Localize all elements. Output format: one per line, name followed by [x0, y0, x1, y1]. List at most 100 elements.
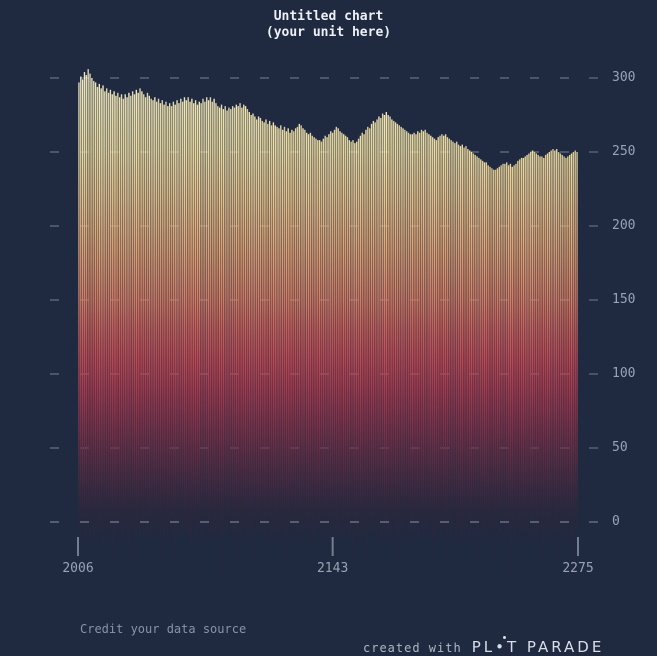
bar [487, 165, 489, 540]
bar [196, 104, 199, 545]
bar [570, 153, 573, 574]
bar [418, 132, 421, 586]
bar [235, 104, 238, 562]
bar [180, 98, 182, 540]
y-axis-label: 200 [612, 218, 636, 233]
bar [400, 126, 402, 528]
bar [159, 103, 162, 567]
bar [85, 75, 88, 545]
bar [485, 162, 488, 531]
bar [574, 150, 576, 542]
bar [496, 168, 499, 539]
bar [294, 128, 297, 530]
bar [370, 123, 373, 536]
bar [556, 149, 558, 536]
bar [126, 97, 128, 539]
chart-subtitle: (your unit here) [265, 25, 392, 40]
bar [133, 94, 136, 534]
bar [576, 152, 578, 527]
bar [204, 101, 206, 565]
bar [307, 134, 310, 545]
bar [528, 153, 530, 536]
bar [402, 128, 404, 540]
bar [480, 159, 482, 530]
bar [100, 88, 102, 531]
bar [117, 92, 119, 540]
bar [502, 163, 504, 527]
bar [270, 125, 273, 545]
bar [157, 98, 160, 536]
bar [406, 131, 408, 530]
bar [341, 132, 343, 528]
bar [220, 104, 223, 574]
bar [194, 100, 197, 536]
bar [389, 116, 391, 542]
bar [559, 153, 562, 531]
bar [441, 134, 443, 534]
bars-group [78, 69, 578, 588]
bar [557, 152, 560, 562]
bar [326, 137, 328, 528]
bar [156, 101, 158, 528]
plot-parade-logo[interactable]: created with PL•T PARADE [363, 636, 604, 656]
bar [178, 103, 180, 528]
bar [146, 92, 149, 530]
bar [150, 98, 152, 533]
bar [268, 120, 271, 536]
bar [94, 82, 97, 527]
bar [424, 129, 426, 533]
chart-title-block: Untitled chart (your unit here) [0, 9, 657, 41]
bar [422, 131, 425, 539]
bar [346, 137, 349, 530]
y-axis-label: 150 [612, 292, 636, 307]
bar [352, 140, 354, 542]
bar [439, 135, 441, 540]
bar [437, 137, 439, 528]
bar [259, 117, 262, 536]
bar [472, 153, 475, 537]
bar [454, 143, 456, 536]
bar [278, 128, 280, 542]
bar [561, 154, 563, 540]
x-axis-label: 2006 [62, 561, 94, 576]
bar [491, 168, 493, 536]
bar [135, 89, 138, 577]
bar [465, 146, 467, 527]
bar [513, 165, 515, 540]
bar [531, 150, 534, 530]
bar [191, 98, 193, 540]
bar [163, 104, 165, 539]
bar [320, 141, 323, 543]
x-axis-label: 2275 [562, 561, 594, 576]
bar [124, 94, 126, 530]
bar [428, 134, 430, 527]
bar [250, 115, 252, 580]
bar [387, 115, 389, 533]
bar [254, 116, 256, 540]
bar [309, 132, 312, 530]
bar [450, 140, 452, 540]
bar [183, 97, 186, 530]
bar [554, 150, 556, 530]
bar [431, 137, 434, 543]
bar [433, 138, 436, 562]
bar [426, 132, 428, 542]
bar [456, 141, 458, 545]
bar [498, 166, 500, 533]
bar [333, 129, 336, 536]
bar [302, 128, 304, 540]
bar [526, 154, 528, 528]
bar [376, 119, 378, 540]
bar [446, 137, 449, 573]
bar [91, 78, 93, 573]
bar [241, 107, 243, 542]
bar [106, 88, 108, 540]
bar [281, 129, 284, 534]
bar [89, 73, 91, 539]
y-axis-label: 100 [612, 366, 636, 381]
bar [322, 138, 325, 531]
bar [463, 147, 465, 542]
bar [504, 163, 506, 534]
bar [118, 97, 121, 528]
